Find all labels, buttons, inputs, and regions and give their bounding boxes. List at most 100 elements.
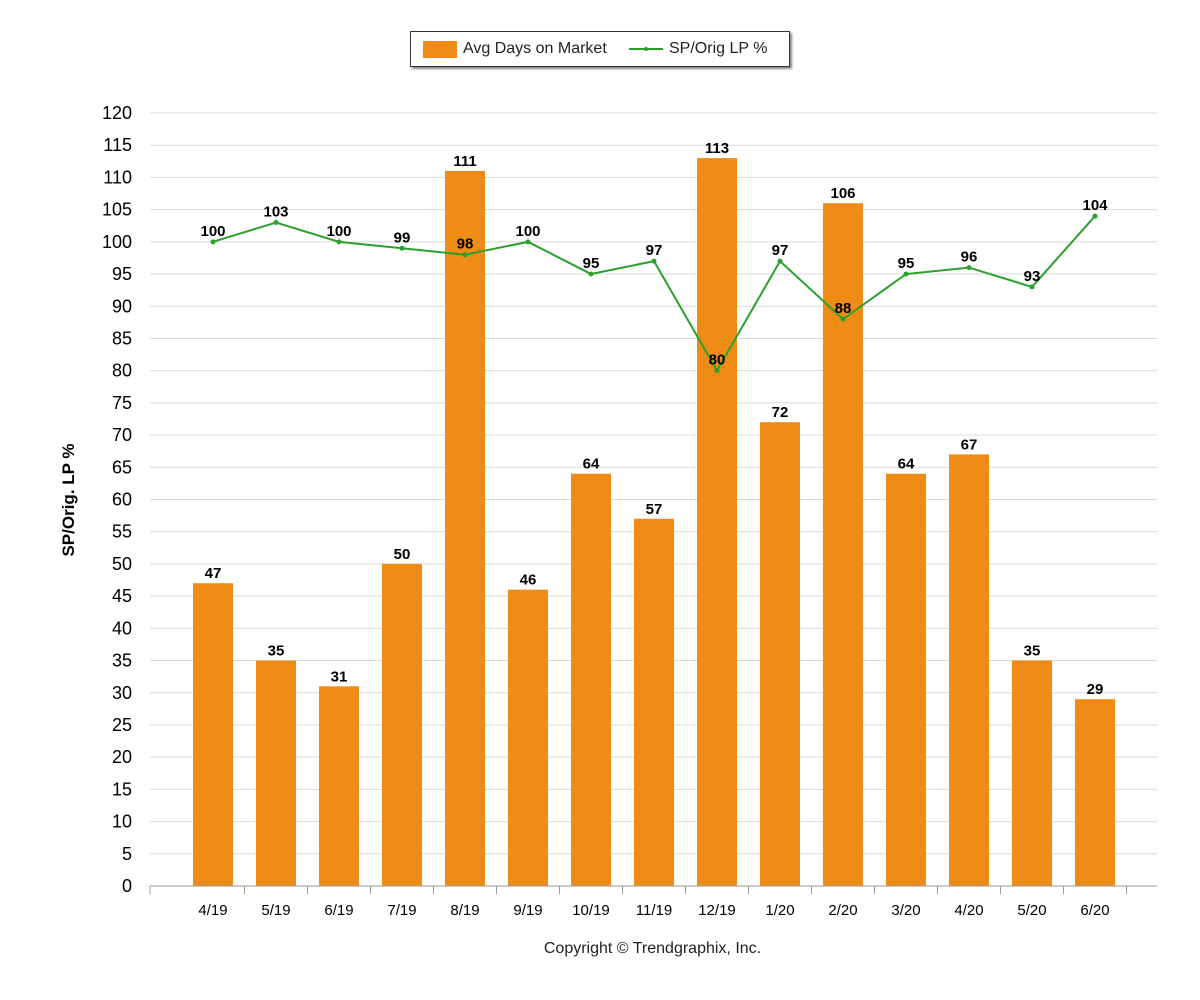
bar-value-label: 64 [583, 456, 600, 473]
y-tick-label: 45 [112, 586, 132, 606]
y-tick-label: 20 [112, 747, 132, 767]
y-tick-label: 10 [112, 812, 132, 832]
legend-label: Avg Days on Market [463, 40, 607, 57]
bar-value-label: 35 [1024, 643, 1041, 660]
x-axis: 4/19 5/19 6/19 7/19 8/19 9/19 10/19 11/19 12/19 1… [149, 885, 1157, 919]
bar [319, 686, 359, 886]
x-tick-label: 4/20 [954, 902, 983, 919]
y-tick-label: 70 [112, 425, 132, 445]
bar-value-label: 67 [961, 436, 978, 453]
bar [634, 518, 674, 886]
y-tick-label: 85 [112, 328, 132, 348]
y-tick-label: 60 [112, 490, 132, 510]
line-value-label: 97 [646, 242, 663, 259]
legend-label: SP/Orig LP % [669, 40, 768, 57]
bar-value-label: 50 [394, 546, 411, 563]
y-tick-label: 25 [112, 715, 132, 735]
line-value-label: 103 [263, 204, 288, 221]
x-tick-label: 4/19 [198, 902, 227, 919]
line-point [588, 271, 594, 277]
line-point [714, 368, 720, 374]
x-tick-label: 3/20 [891, 902, 920, 919]
line-value-label: 80 [709, 352, 726, 369]
x-tick-label: 1/20 [765, 902, 794, 919]
x-tick-label: 6/20 [1080, 902, 1109, 919]
line-point [651, 258, 657, 264]
y-tick-label: 120 [102, 103, 132, 123]
line-value-label: 98 [457, 236, 474, 253]
bar-value-label: 113 [705, 140, 729, 157]
line-value-label: 100 [200, 223, 225, 240]
legend-item-line: SP/Orig LP % [629, 32, 767, 66]
legend-swatch-bar [423, 40, 457, 58]
line-value-label: 100 [515, 223, 540, 240]
line-value-label: 99 [394, 229, 411, 246]
bar-value-label: 72 [772, 404, 789, 421]
y-tick-label: 110 [103, 167, 132, 187]
x-tick-label: 5/20 [1017, 902, 1046, 919]
bar [508, 589, 548, 886]
bar-value-label: 29 [1087, 681, 1104, 698]
x-tick-label: 5/19 [261, 902, 290, 919]
y-tick-label: 35 [112, 651, 132, 671]
bar-value-label: 35 [268, 643, 285, 660]
y-tick-label: 115 [103, 135, 132, 155]
copyright-text: Copyright © Trendgraphix, Inc. [543, 940, 762, 957]
y-axis-label: SP/Orig. LP % [59, 443, 78, 556]
y-tick-label: 30 [112, 683, 132, 703]
y-tick-label: 80 [112, 361, 132, 381]
data-labels: 47 35 31 50 111 46 64 57 113 72 106 64 67 35 29 100 103 1… [200, 140, 1108, 698]
y-tick-label: 105 [102, 200, 132, 220]
y-tick-label: 90 [112, 296, 132, 316]
line-point [336, 239, 342, 245]
line-point [966, 265, 972, 271]
y-tick-label: 15 [112, 779, 132, 799]
bar [760, 422, 800, 886]
gridlines [150, 112, 1157, 887]
y-tick-label: 75 [112, 393, 132, 413]
y-tick-label: 0 [122, 876, 132, 896]
line-value-label: 95 [583, 255, 600, 272]
y-tick-label: 40 [112, 618, 132, 638]
y-tick-label: 50 [112, 554, 132, 574]
bar-value-label: 46 [520, 572, 537, 589]
x-tick-label: 9/19 [513, 902, 542, 919]
bar-value-label: 57 [646, 501, 663, 518]
bar [193, 583, 233, 886]
bar [949, 454, 989, 886]
line-point [399, 245, 405, 251]
bar-value-label: 31 [331, 668, 348, 685]
y-tick-label: 55 [112, 522, 132, 542]
bar-series [193, 158, 1115, 887]
line-point [1029, 284, 1035, 290]
line-value-label: 95 [898, 255, 915, 272]
bar [571, 473, 611, 886]
line-point [840, 316, 846, 322]
bar [886, 473, 926, 886]
line-value-label: 88 [835, 300, 852, 317]
line-point [1092, 213, 1098, 219]
x-tick-label: 2/20 [828, 902, 857, 919]
bar-value-label: 111 [453, 153, 476, 170]
legend-swatch-line [629, 47, 663, 51]
bar [382, 563, 422, 886]
bar-value-label: 106 [830, 185, 855, 202]
line-series [210, 213, 1098, 374]
line-value-label: 96 [961, 249, 978, 266]
bar [697, 158, 737, 886]
line-value-label: 100 [326, 223, 351, 240]
x-tick-label: 7/19 [387, 902, 416, 919]
line-point [210, 239, 216, 245]
bar [1075, 699, 1115, 886]
bar-value-label: 64 [898, 456, 915, 473]
y-tick-label: 65 [112, 457, 132, 477]
x-tick-label: 6/19 [324, 902, 353, 919]
bar [445, 170, 485, 887]
x-tick-label: 10/19 [572, 902, 610, 919]
x-tick-label: 11/19 [636, 902, 672, 919]
x-tick-label: 8/19 [450, 902, 479, 919]
line-value-label: 97 [772, 242, 789, 259]
x-tick-label: 12/19 [698, 902, 736, 919]
line-point [777, 258, 783, 264]
